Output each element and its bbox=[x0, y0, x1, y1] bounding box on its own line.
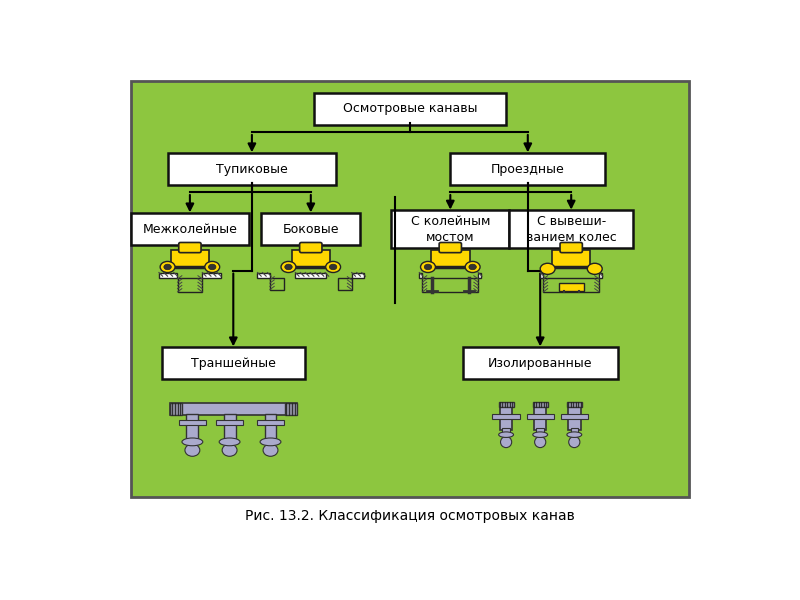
Bar bbox=[493, 414, 520, 419]
Bar bbox=[567, 403, 582, 407]
Circle shape bbox=[465, 262, 480, 272]
Bar bbox=[558, 283, 584, 291]
FancyBboxPatch shape bbox=[170, 250, 209, 267]
Ellipse shape bbox=[534, 437, 546, 448]
FancyBboxPatch shape bbox=[291, 250, 330, 267]
FancyBboxPatch shape bbox=[178, 242, 201, 253]
Bar bbox=[338, 278, 352, 290]
Circle shape bbox=[540, 263, 555, 274]
Bar bbox=[543, 278, 599, 292]
Bar bbox=[179, 420, 206, 425]
Circle shape bbox=[469, 264, 476, 270]
FancyBboxPatch shape bbox=[300, 242, 322, 253]
Ellipse shape bbox=[182, 438, 202, 446]
Bar bbox=[178, 278, 202, 292]
Text: Проездные: Проездные bbox=[491, 163, 565, 176]
FancyBboxPatch shape bbox=[450, 153, 606, 185]
Bar bbox=[258, 272, 270, 278]
Text: С вывеши-
ванием колес: С вывеши- ванием колес bbox=[526, 215, 617, 244]
Ellipse shape bbox=[185, 444, 200, 456]
Bar bbox=[216, 420, 243, 425]
FancyBboxPatch shape bbox=[391, 210, 509, 248]
Bar bbox=[568, 404, 581, 430]
Text: Рис. 13.2. Классификация осмотровых канав: Рис. 13.2. Классификация осмотровых кана… bbox=[245, 509, 575, 523]
Bar bbox=[422, 278, 478, 292]
Text: Боковые: Боковые bbox=[282, 223, 339, 236]
Bar bbox=[540, 272, 543, 278]
Bar bbox=[500, 404, 512, 430]
FancyBboxPatch shape bbox=[462, 347, 618, 379]
Bar bbox=[526, 414, 554, 419]
Bar bbox=[561, 414, 588, 419]
Ellipse shape bbox=[567, 432, 582, 437]
Bar bbox=[186, 413, 198, 440]
Circle shape bbox=[164, 264, 171, 270]
Circle shape bbox=[326, 262, 341, 272]
FancyBboxPatch shape bbox=[560, 242, 582, 253]
Bar bbox=[534, 404, 546, 430]
Ellipse shape bbox=[533, 432, 548, 437]
FancyBboxPatch shape bbox=[131, 213, 249, 245]
Text: Изолированные: Изолированные bbox=[488, 356, 593, 370]
FancyBboxPatch shape bbox=[162, 347, 305, 379]
FancyBboxPatch shape bbox=[439, 242, 462, 253]
Ellipse shape bbox=[222, 444, 237, 456]
FancyBboxPatch shape bbox=[431, 250, 470, 267]
Bar bbox=[285, 403, 297, 415]
Text: Межколейные: Межколейные bbox=[142, 223, 238, 236]
Text: Осмотровые канавы: Осмотровые канавы bbox=[342, 103, 478, 115]
Bar bbox=[478, 272, 482, 278]
FancyBboxPatch shape bbox=[168, 153, 336, 185]
FancyBboxPatch shape bbox=[510, 210, 634, 248]
Ellipse shape bbox=[260, 438, 281, 446]
Circle shape bbox=[285, 264, 292, 270]
FancyBboxPatch shape bbox=[314, 93, 506, 125]
Bar bbox=[170, 403, 182, 415]
Ellipse shape bbox=[569, 437, 580, 448]
Bar bbox=[498, 403, 514, 407]
Bar bbox=[224, 413, 235, 440]
Bar bbox=[270, 278, 283, 290]
Text: С колейным
мостом: С колейным мостом bbox=[410, 215, 490, 244]
Bar bbox=[159, 272, 178, 278]
Circle shape bbox=[424, 264, 432, 270]
Bar bbox=[419, 272, 422, 278]
Bar bbox=[257, 420, 284, 425]
Circle shape bbox=[330, 264, 337, 270]
Bar bbox=[202, 272, 221, 278]
Circle shape bbox=[160, 262, 175, 272]
FancyBboxPatch shape bbox=[552, 250, 590, 267]
Circle shape bbox=[209, 264, 216, 270]
Bar bbox=[599, 272, 602, 278]
Circle shape bbox=[421, 262, 435, 272]
Ellipse shape bbox=[263, 444, 278, 456]
Text: Траншейные: Траншейные bbox=[191, 356, 276, 370]
Bar bbox=[502, 428, 510, 434]
Text: Тупиковые: Тупиковые bbox=[216, 163, 288, 176]
Bar bbox=[537, 428, 544, 434]
Bar bbox=[170, 403, 297, 415]
Bar bbox=[265, 413, 277, 440]
FancyBboxPatch shape bbox=[262, 213, 361, 245]
Ellipse shape bbox=[498, 432, 514, 437]
Bar bbox=[533, 403, 548, 407]
Circle shape bbox=[205, 262, 220, 272]
FancyBboxPatch shape bbox=[131, 81, 689, 497]
Ellipse shape bbox=[219, 438, 240, 446]
Bar bbox=[295, 272, 326, 278]
Bar bbox=[570, 428, 578, 434]
Circle shape bbox=[587, 263, 602, 274]
Bar bbox=[352, 272, 364, 278]
Ellipse shape bbox=[501, 437, 512, 448]
Circle shape bbox=[281, 262, 296, 272]
